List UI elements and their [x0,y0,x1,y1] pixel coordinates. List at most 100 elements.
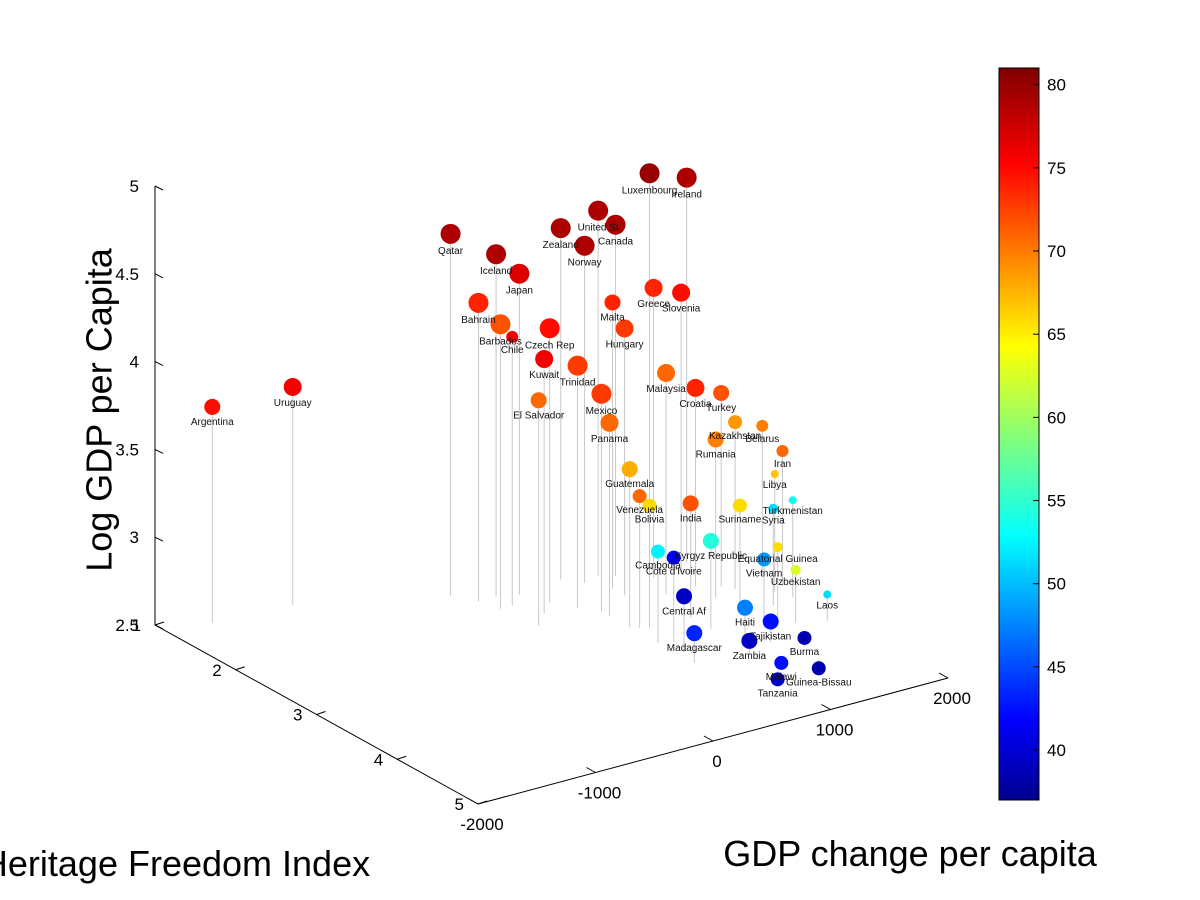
x-tick-mark [468,798,479,805]
point-label: Croatia [679,399,712,410]
data-point [732,498,747,513]
data-point [770,469,779,478]
z-tick-mark [154,624,164,630]
point-label: El Salvador [513,410,565,421]
y-tick-label: 1 [132,616,141,635]
x-tick-label: 0 [712,752,721,771]
point-label: Greece [637,299,670,310]
data-point [621,461,638,478]
colorbar-tick-label: 45 [1047,658,1066,677]
y-tick-label: 5 [455,795,464,814]
x-tick-label: 1000 [816,721,854,740]
point-label: Rumania [696,449,736,460]
z-tick-label: 5 [130,177,139,196]
point-label: Mexico [586,406,618,417]
point-label: Qatar [438,246,464,257]
data-point [539,318,560,339]
point-label: Ireland [671,190,702,201]
point-label: Iceland [480,266,512,277]
y-tick-mark [316,711,326,715]
x-tick-label: -1000 [578,784,621,803]
x-tick-mark [821,704,831,710]
z-tick-label: 2.5 [115,616,139,635]
data-point [776,445,789,458]
point-label: Chile [501,345,524,356]
data-point [772,542,783,553]
data-point [530,392,547,409]
x-tick-mark [938,672,949,679]
data-point [788,496,797,505]
x-axis-title: GDP change per capita [723,833,1098,874]
point-label: Norway [568,258,602,269]
data-point [702,532,719,549]
point-label: Japan [506,286,533,297]
data-point [676,167,697,188]
point-label: Guatemala [605,479,654,490]
y-tick-label: 4 [374,750,383,769]
point-label: Tajikistan [750,631,791,642]
data-point [790,564,801,575]
y-tick-label: 2 [212,661,221,680]
point-label: Vietnam [746,568,783,579]
data-point [736,599,753,616]
z-tick-label: 4 [130,353,139,372]
data-point [756,419,769,432]
point-label: Kazakhstan [709,431,761,442]
data-point [605,214,626,235]
point-label: Guinea-Bissau [786,677,852,688]
point-label: Uruguay [274,398,312,409]
x-tick-label: 2000 [933,689,971,708]
data-point [591,383,612,404]
z-axis-title: Log GDP per Capita [79,247,120,572]
point-label: Syria [762,516,785,527]
point-label: Trinidad [560,378,596,389]
data-point [283,377,302,396]
y-tick-mark [397,755,407,760]
data-point [574,235,595,256]
data-point [774,655,789,670]
point-label: Turkmenistan [763,506,823,517]
y-axis-title: Heritage Freedom Index [0,843,370,884]
data-point [682,495,699,512]
point-label: Panama [591,434,629,445]
data-point [770,672,785,687]
point-label: Kuwait [529,370,559,381]
point-label: Barbados [479,336,522,347]
point-label: Cote d'Ivoire [646,567,702,578]
colorbar: 40 45 50 55 60 65 70 75 80 [998,67,1066,801]
colorbar-tick-label: 50 [1047,575,1066,594]
point-label: United St [578,223,619,234]
point-label: Luxembourg [622,185,678,196]
data-point [588,200,609,221]
point-label: Czech Rep [525,340,575,351]
point-label: Madagascar [667,643,723,654]
data-point [797,630,812,645]
colorbar-ticks: 40 45 50 55 60 65 70 75 80 [1033,76,1066,760]
colorbar-tick-label: 80 [1047,76,1066,95]
z-tick-label: 3 [130,528,139,547]
point-label: Malta [600,312,625,323]
z-tick-label: 3.5 [115,440,139,459]
data-point [468,292,489,313]
axes [154,186,949,805]
point-label: Kyrgyz Republic [675,551,747,562]
point-label: Argentina [191,417,234,428]
data-point [728,415,743,430]
data-point [657,363,676,382]
z-tick-mark [154,185,164,191]
z-tick-mark [154,273,164,279]
point-label: Bahrain [461,315,495,326]
x-tick-mark [703,735,714,742]
data-point [741,632,758,649]
colorbar-gradient [998,67,1040,801]
y-tick-mark [235,666,245,671]
point-label: Malaysia [646,384,686,395]
data-point [567,355,588,376]
data-point [757,552,772,567]
data-point [490,314,511,335]
data-point [811,661,826,676]
point-label: Tanzania [758,688,798,699]
point-label: Turkey [706,403,736,414]
